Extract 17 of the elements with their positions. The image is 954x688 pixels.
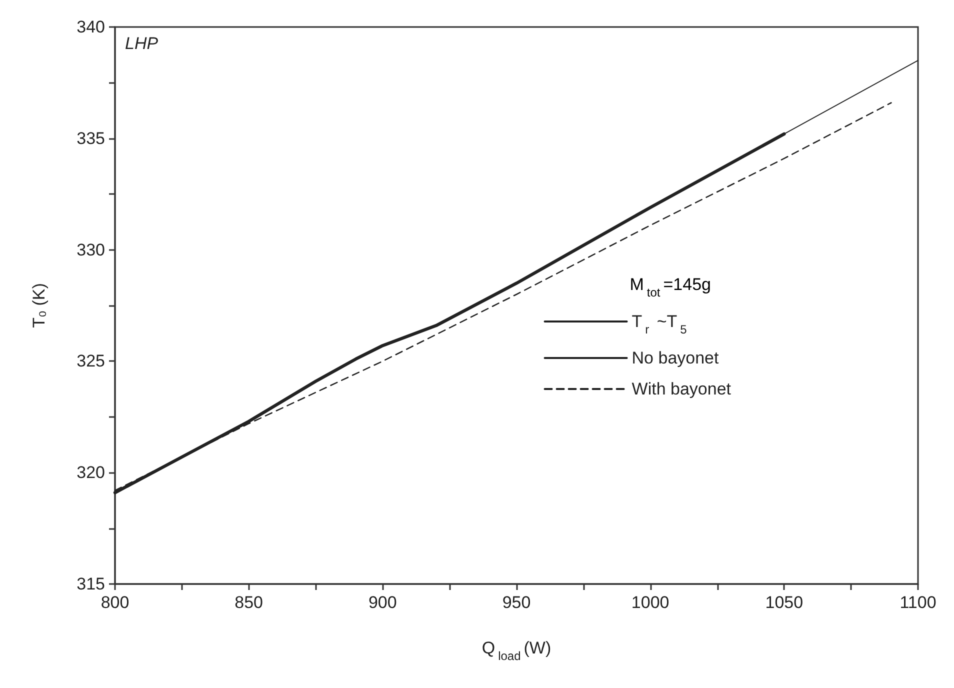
y-tick-label: 330 (76, 240, 105, 260)
x-tick-label: 1000 (631, 593, 670, 612)
annotation: LHP (125, 34, 159, 53)
x-tick-label: 850 (234, 593, 264, 612)
y-axis-title: T₀ (K) (30, 283, 48, 328)
x-tick-label: 1100 (900, 593, 936, 612)
y-tick-label: 340 (76, 18, 105, 36)
y-tick-label: 320 (76, 463, 105, 482)
y-tick-label: 315 (76, 574, 105, 594)
y-tick-label: 335 (76, 128, 105, 148)
legend-label: No bayonet (632, 348, 720, 368)
y-tick-label: 325 (76, 352, 105, 371)
x-tick-label: 1050 (765, 593, 804, 612)
x-tick-label: 950 (502, 593, 531, 612)
x-tick-label: 800 (100, 593, 130, 612)
legend-label: With bayonet (632, 380, 732, 398)
x-tick-label: 900 (368, 593, 397, 612)
